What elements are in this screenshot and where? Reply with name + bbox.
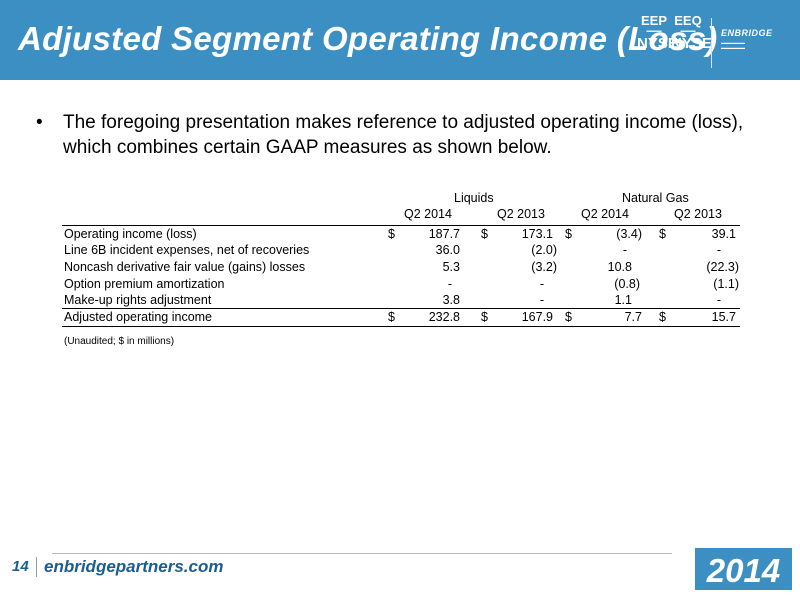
slide-title: Adjusted Segment Operating Income (Loss) xyxy=(18,20,718,57)
row-label: Operating income (loss) xyxy=(64,227,197,241)
year-label: 2014 xyxy=(706,552,781,589)
header-rule xyxy=(62,225,740,226)
cell-value: - xyxy=(447,277,452,291)
table-note: (Unaudited; $ in millions) xyxy=(64,336,175,347)
total-rule xyxy=(62,326,740,327)
cell-value: 15.7 xyxy=(711,310,736,324)
currency-symbol: $ xyxy=(388,310,395,324)
currency-symbol: $ xyxy=(659,227,666,241)
period-header: Q2 2014 xyxy=(581,207,629,221)
table-row: Option premium amortization - - (0.8) (1… xyxy=(62,276,740,293)
header-divider xyxy=(711,18,712,68)
enbridge-logo: ENBRIDGE ▬▬▬▬▬▬ ▬▬▬▬▬▬ xyxy=(721,28,791,50)
cell-value: - xyxy=(539,293,544,307)
cell-value: - xyxy=(716,293,721,307)
currency-symbol: $ xyxy=(565,227,572,241)
ticker-exchange: NYSE xyxy=(637,35,678,52)
website-link[interactable]: enbridgepartners.com xyxy=(44,557,224,576)
row-label: Line 6B incident expenses, net of recove… xyxy=(64,243,310,257)
bullet-icon: • xyxy=(36,112,43,133)
logo-wordmark: ENBRIDGE xyxy=(721,28,773,38)
cell-value: 5.3 xyxy=(442,260,460,274)
table-row: Line 6B incident expenses, net of recove… xyxy=(62,242,740,259)
table-row: Operating income (loss) $ 187.7 $ 173.1 … xyxy=(62,226,740,243)
cell-value: 232.8 xyxy=(428,310,460,324)
table-row: Adjusted operating income $ 232.8 $ 167.… xyxy=(62,309,740,326)
row-label: Adjusted operating income xyxy=(64,310,213,324)
table-row: Make-up rights adjustment 3.8 - 1.1 - xyxy=(62,292,740,309)
subtotal-rule xyxy=(62,308,740,309)
period-header: Q2 2013 xyxy=(674,207,722,221)
currency-symbol: $ xyxy=(481,227,488,241)
cell-value: - xyxy=(716,243,721,257)
cell-value: 39.1 xyxy=(711,227,736,241)
cell-value: (3.2) xyxy=(531,260,557,274)
row-label: Noncash derivative fair value (gains) lo… xyxy=(64,260,306,274)
cell-value: (1.1) xyxy=(713,277,739,291)
year-badge: 2014 xyxy=(695,548,792,590)
row-label: Option premium amortization xyxy=(64,277,225,291)
ticker-eeq: EEQ ▬▬▬ NYSE xyxy=(671,13,712,52)
ticker-exchange: NYSE xyxy=(671,35,712,52)
cell-value: 187.7 xyxy=(428,227,460,241)
cell-value: (3.4) xyxy=(616,227,642,241)
cell-value: (22.3) xyxy=(706,260,739,274)
ticker-bar-icon: ▬▬▬ xyxy=(646,28,662,34)
cell-value: - xyxy=(539,277,544,291)
cell-value: 1.1 xyxy=(614,293,632,307)
period-header: Q2 2014 xyxy=(404,207,452,221)
cell-value: 36.0 xyxy=(435,243,460,257)
row-label: Make-up rights adjustment xyxy=(64,293,212,307)
title-banner: Adjusted Segment Operating Income (Loss)… xyxy=(0,0,800,80)
ticker-bar-icon: ▬▬▬ xyxy=(680,28,696,34)
ticker-eep: EEP ▬▬▬ NYSE xyxy=(637,13,678,52)
footer-separator xyxy=(36,557,37,577)
cell-value: (0.8) xyxy=(614,277,640,291)
footer-rule xyxy=(52,553,672,554)
page-number: 14 xyxy=(12,558,29,575)
period-header: Q2 2013 xyxy=(497,207,545,221)
cell-value: (2.0) xyxy=(531,243,557,257)
bullet-text: The foregoing presentation makes referen… xyxy=(63,112,744,158)
logo-subtext-icon: ▬▬▬▬▬▬ ▬▬▬▬▬▬ xyxy=(721,40,745,51)
currency-symbol: $ xyxy=(388,227,395,241)
ticker-symbol: EEQ xyxy=(674,13,702,28)
cell-value: - xyxy=(622,243,627,257)
cell-value: 3.8 xyxy=(442,293,460,307)
currency-symbol: $ xyxy=(481,310,488,324)
group-header-natural-gas: Natural Gas xyxy=(622,191,689,205)
cell-value: 7.7 xyxy=(624,310,642,324)
cell-value: 173.1 xyxy=(521,227,553,241)
currency-symbol: $ xyxy=(659,310,666,324)
cell-value: 167.9 xyxy=(521,310,553,324)
cell-value: 10.8 xyxy=(607,260,632,274)
currency-symbol: $ xyxy=(565,310,572,324)
group-header-liquids: Liquids xyxy=(454,191,494,205)
table-row: Noncash derivative fair value (gains) lo… xyxy=(62,259,740,276)
ticker-symbol: EEP xyxy=(640,13,667,28)
